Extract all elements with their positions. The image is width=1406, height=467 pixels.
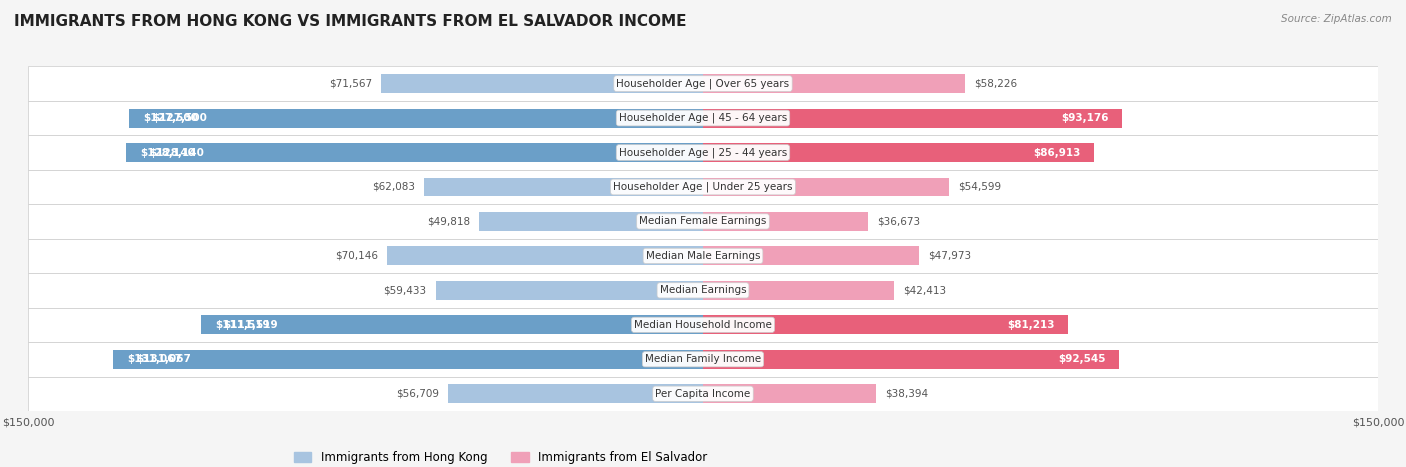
FancyBboxPatch shape [28,273,1378,308]
Bar [703,212,868,231]
Text: $71,567: $71,567 [329,78,373,89]
Bar [703,74,965,93]
FancyBboxPatch shape [28,308,1378,342]
Text: $56,709: $56,709 [396,389,439,399]
Text: Median Earnings: Median Earnings [659,285,747,295]
Bar [703,143,1094,162]
Bar [129,109,703,127]
Bar [703,281,894,300]
Bar [449,384,703,403]
Text: $111,519: $111,519 [215,320,270,330]
Text: Source: ZipAtlas.com: Source: ZipAtlas.com [1281,14,1392,24]
Text: $128,140: $128,140 [141,148,195,157]
Text: $127,500: $127,500 [152,113,207,123]
Text: $58,226: $58,226 [974,78,1017,89]
FancyBboxPatch shape [28,66,1378,101]
FancyBboxPatch shape [28,342,1378,376]
Text: $92,545: $92,545 [1059,354,1107,364]
Text: Median Family Income: Median Family Income [645,354,761,364]
Text: IMMIGRANTS FROM HONG KONG VS IMMIGRANTS FROM EL SALVADOR INCOME: IMMIGRANTS FROM HONG KONG VS IMMIGRANTS … [14,14,686,29]
FancyBboxPatch shape [28,376,1378,411]
Text: Per Capita Income: Per Capita Income [655,389,751,399]
Bar [703,177,949,197]
Bar [127,143,703,162]
Text: Median Household Income: Median Household Income [634,320,772,330]
Text: $111,519: $111,519 [224,320,278,330]
Bar [703,109,1122,127]
Text: $127,500: $127,500 [143,113,198,123]
Text: Householder Age | Under 25 years: Householder Age | Under 25 years [613,182,793,192]
Bar [703,247,920,265]
Text: Householder Age | 45 - 64 years: Householder Age | 45 - 64 years [619,113,787,123]
Text: $93,176: $93,176 [1062,113,1109,123]
FancyBboxPatch shape [28,239,1378,273]
Text: $81,213: $81,213 [1007,320,1054,330]
FancyBboxPatch shape [28,170,1378,204]
FancyBboxPatch shape [28,101,1378,135]
Legend: Immigrants from Hong Kong, Immigrants from El Salvador: Immigrants from Hong Kong, Immigrants fr… [288,446,713,467]
Text: $42,413: $42,413 [903,285,946,295]
Bar [114,350,703,369]
Text: $131,067: $131,067 [136,354,191,364]
Text: $62,083: $62,083 [371,182,415,192]
Text: $86,913: $86,913 [1033,148,1081,157]
Bar [436,281,703,300]
Bar [423,177,703,197]
Text: $38,394: $38,394 [884,389,928,399]
Bar [388,247,703,265]
Text: $47,973: $47,973 [928,251,972,261]
Bar [479,212,703,231]
Text: Householder Age | 25 - 44 years: Householder Age | 25 - 44 years [619,147,787,158]
Text: $49,818: $49,818 [427,216,470,226]
FancyBboxPatch shape [28,135,1378,170]
Text: Householder Age | Over 65 years: Householder Age | Over 65 years [616,78,790,89]
Bar [201,315,703,334]
Text: $36,673: $36,673 [877,216,920,226]
Text: $131,067: $131,067 [127,354,181,364]
Text: Median Male Earnings: Median Male Earnings [645,251,761,261]
Text: $70,146: $70,146 [336,251,378,261]
Text: $54,599: $54,599 [957,182,1001,192]
Bar [381,74,703,93]
Text: $128,140: $128,140 [149,148,204,157]
Text: Median Female Earnings: Median Female Earnings [640,216,766,226]
Bar [703,384,876,403]
Bar [703,315,1069,334]
Bar [703,350,1119,369]
FancyBboxPatch shape [28,204,1378,239]
Text: $59,433: $59,433 [384,285,426,295]
